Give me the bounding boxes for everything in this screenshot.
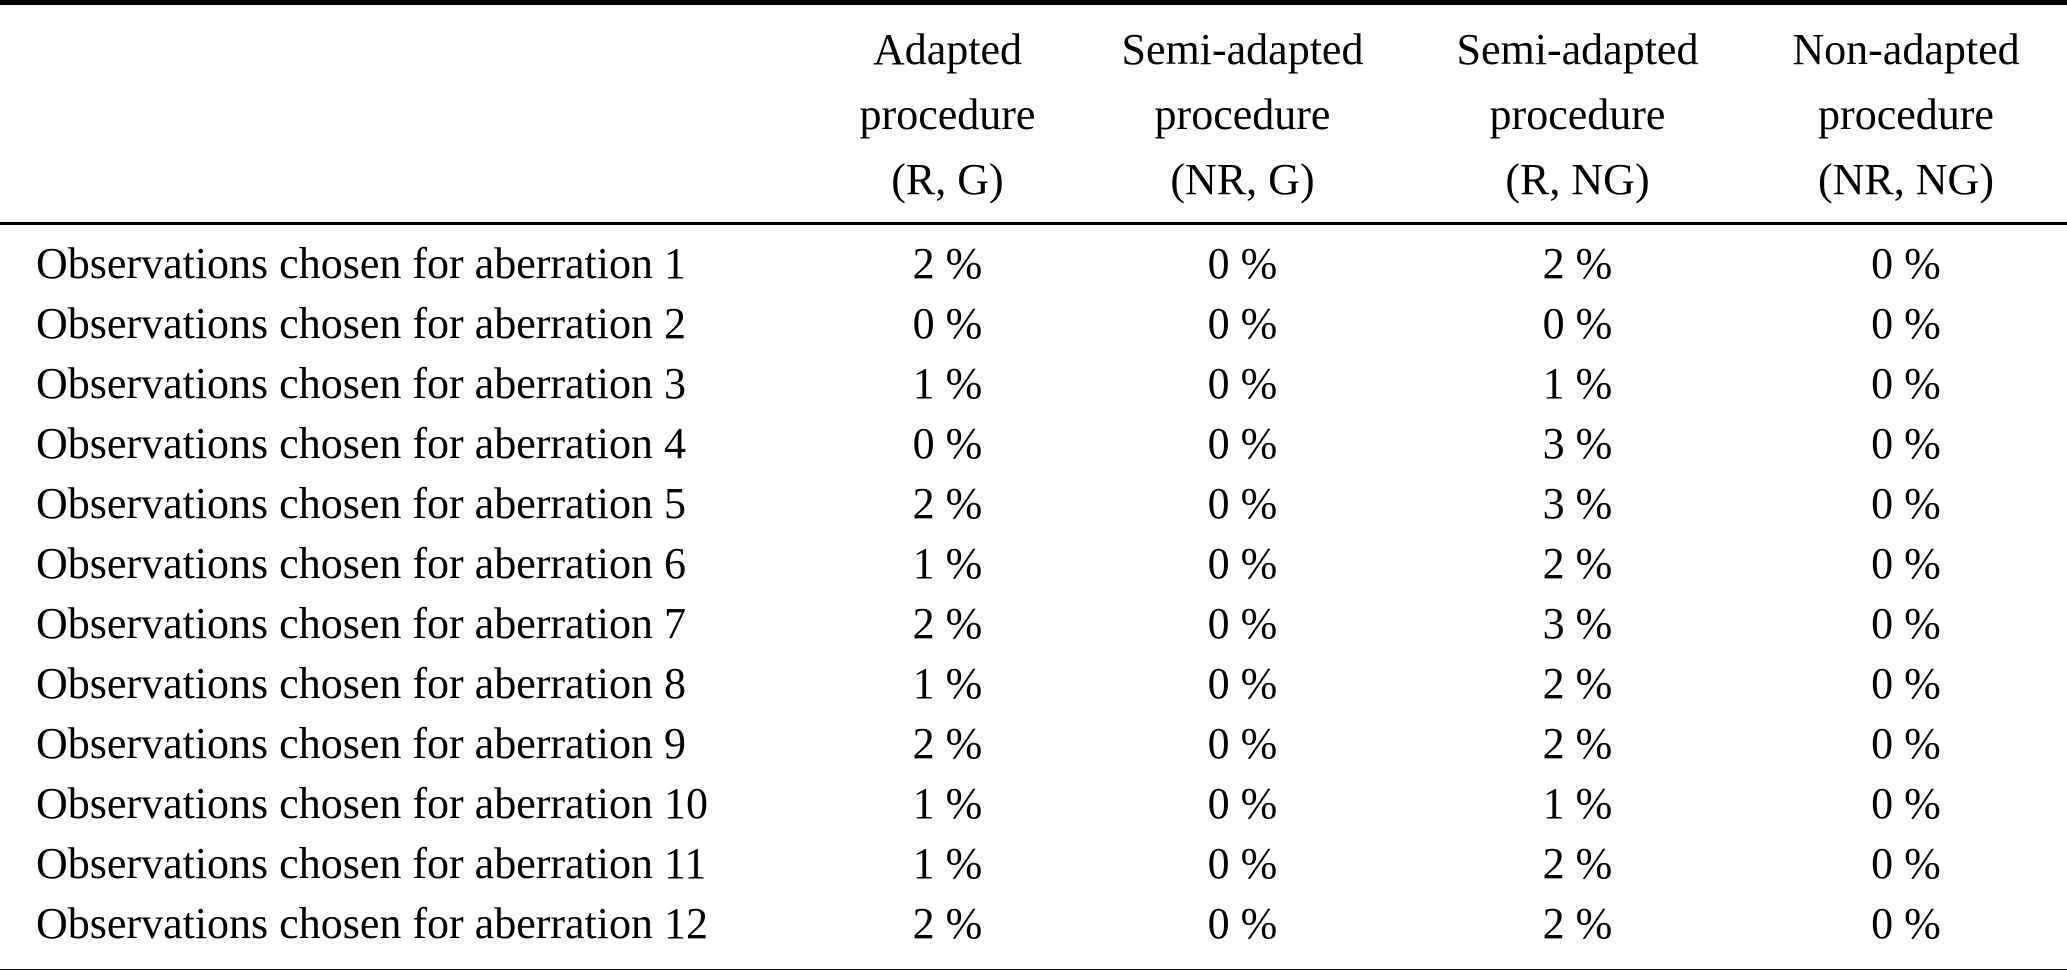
value-cell: 1 % <box>912 778 983 828</box>
row-label: Observations chosen for aberration 9 <box>36 718 687 768</box>
value-cell: 0 % <box>1207 418 1278 468</box>
row-label: Observations chosen for aberration 7 <box>36 598 687 648</box>
value-cell: 0 % <box>1207 538 1278 588</box>
value-cell: 2 % <box>912 238 983 288</box>
value-cell: 0 % <box>912 298 983 348</box>
value-cell: 1 % <box>912 838 983 888</box>
table-row: Observations chosen for aberration 2 0 % 0… <box>0 293 2067 353</box>
value-cell: 0 % <box>1871 598 1941 648</box>
value-cell: 2 % <box>1542 898 1613 948</box>
row-label: Observations chosen for aberration 10 <box>36 778 709 828</box>
table-row: Observations chosen for aberration 5 2 % 0… <box>0 473 2067 533</box>
row-label: Observations chosen for aberration 11 <box>36 838 707 888</box>
column-header: Semi-adapted procedure (R, NG) <box>1456 25 1699 204</box>
row-label: Observations chosen for aberration 5 <box>36 478 687 528</box>
value-cell: 3 % <box>1542 478 1613 528</box>
table-row: Observations chosen for aberration 4 0 % 0… <box>0 413 2067 473</box>
value-cell: 2 % <box>1542 658 1613 708</box>
value-cell: 1 % <box>1542 358 1613 408</box>
value-cell: 0 % <box>1207 898 1278 948</box>
value-cell: 0 % <box>1207 718 1278 768</box>
table-row: Observations chosen for aberration 8 1 % 0… <box>0 653 2067 713</box>
row-label: Observations chosen for aberration 12 <box>36 898 709 948</box>
value-cell: 0 % <box>1871 538 1941 588</box>
value-cell: 0 % <box>1207 238 1278 288</box>
value-cell: 1 % <box>1542 778 1613 828</box>
value-cell: 0 % <box>1207 838 1278 888</box>
column-header: Semi-adapted procedure (NR, G) <box>1121 25 1364 204</box>
value-cell: 1 % <box>912 658 983 708</box>
value-cell: 0 % <box>1542 298 1613 348</box>
table-row: Observations chosen for aberration 1 2 % 0… <box>0 224 2067 294</box>
row-label: Observations chosen for aberration 1 <box>36 238 687 288</box>
row-label: Observations chosen for aberration 8 <box>36 658 687 708</box>
corner-cell <box>0 3 820 224</box>
value-cell: 2 % <box>1542 838 1613 888</box>
value-cell: 0 % <box>1871 658 1941 708</box>
value-cell: 0 % <box>1871 418 1941 468</box>
value-cell: 2 % <box>912 598 983 648</box>
value-cell: 0 % <box>1207 478 1278 528</box>
value-cell: 0 % <box>1871 358 1941 408</box>
row-label: Observations chosen for aberration 3 <box>36 358 687 408</box>
column-header: Non-adapted procedure (NR, NG) <box>1792 25 2020 204</box>
value-cell: 0 % <box>1207 598 1278 648</box>
value-cell: 2 % <box>912 898 983 948</box>
value-cell: 2 % <box>1542 538 1613 588</box>
column-header: Adapted procedure (R, G) <box>859 25 1036 204</box>
row-label: Observations chosen for aberration 2 <box>36 298 687 348</box>
table-header: Adapted procedure (R, G) Semi-adapted pro… <box>0 3 2067 224</box>
value-cell: 0 % <box>1871 898 1941 948</box>
value-cell: 2 % <box>1542 238 1613 288</box>
table-row: Observations chosen for aberration 11 1 %… <box>0 833 2067 893</box>
table-row: Observations chosen for aberration 7 2 % 0… <box>0 593 2067 653</box>
value-cell: 1 % <box>912 538 983 588</box>
row-label: Observations chosen for aberration 4 <box>36 418 687 468</box>
table-row: Observations chosen for aberration 3 1 % 0… <box>0 353 2067 413</box>
value-cell: 0 % <box>912 418 983 468</box>
value-cell: 0 % <box>1871 718 1941 768</box>
value-cell: 0 % <box>1871 238 1941 288</box>
value-cell: 0 % <box>1871 838 1941 888</box>
value-cell: 0 % <box>1207 298 1278 348</box>
table-row: Observations chosen for aberration 12 2 %… <box>0 893 2067 970</box>
table-body: Observations chosen for aberration 1 2 % 0… <box>0 224 2067 970</box>
value-cell: 0 % <box>1207 658 1278 708</box>
value-cell: 2 % <box>912 718 983 768</box>
row-label: Observations chosen for aberration 6 <box>36 538 687 588</box>
value-cell: 0 % <box>1207 778 1278 828</box>
value-cell: 2 % <box>1542 718 1613 768</box>
value-cell: 0 % <box>1871 478 1941 528</box>
value-cell: 3 % <box>1542 598 1613 648</box>
table-row: Observations chosen for aberration 6 1 % 0… <box>0 533 2067 593</box>
value-cell: 0 % <box>1871 298 1941 348</box>
table-row: Observations chosen for aberration 10 1 %… <box>0 773 2067 833</box>
value-cell: 3 % <box>1542 418 1613 468</box>
value-cell: 1 % <box>912 358 983 408</box>
value-cell: 2 % <box>912 478 983 528</box>
table-row: Observations chosen for aberration 9 2 % 0… <box>0 713 2067 773</box>
value-cell: 0 % <box>1207 358 1278 408</box>
header-row: Adapted procedure (R, G) Semi-adapted pro… <box>0 3 2067 224</box>
value-cell: 0 % <box>1871 778 1941 828</box>
